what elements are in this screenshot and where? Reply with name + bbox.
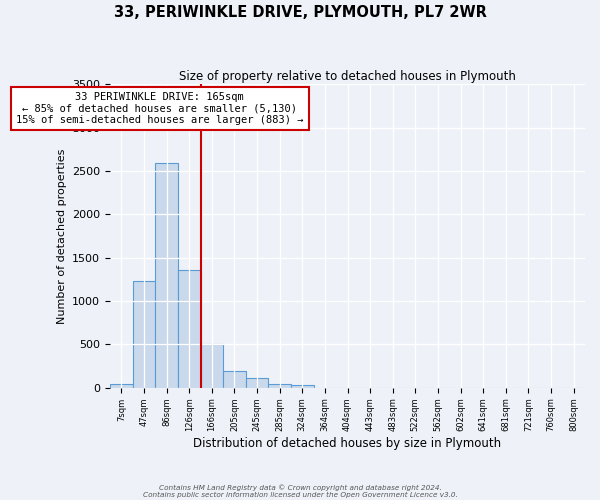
Y-axis label: Number of detached properties: Number of detached properties bbox=[56, 148, 67, 324]
Text: Contains HM Land Registry data © Crown copyright and database right 2024.
Contai: Contains HM Land Registry data © Crown c… bbox=[143, 484, 457, 498]
Text: 33, PERIWINKLE DRIVE, PLYMOUTH, PL7 2WR: 33, PERIWINKLE DRIVE, PLYMOUTH, PL7 2WR bbox=[113, 5, 487, 20]
Bar bbox=[268, 384, 291, 388]
Bar bbox=[178, 270, 200, 388]
Bar bbox=[223, 371, 246, 388]
X-axis label: Distribution of detached houses by size in Plymouth: Distribution of detached houses by size … bbox=[193, 437, 502, 450]
Bar bbox=[110, 384, 133, 388]
Text: 33 PERIWINKLE DRIVE: 165sqm
← 85% of detached houses are smaller (5,130)
15% of : 33 PERIWINKLE DRIVE: 165sqm ← 85% of det… bbox=[16, 92, 304, 125]
Title: Size of property relative to detached houses in Plymouth: Size of property relative to detached ho… bbox=[179, 70, 516, 83]
Bar bbox=[246, 378, 268, 388]
Bar bbox=[291, 385, 314, 388]
Bar bbox=[200, 344, 223, 388]
Bar bbox=[133, 281, 155, 388]
Bar bbox=[155, 163, 178, 388]
